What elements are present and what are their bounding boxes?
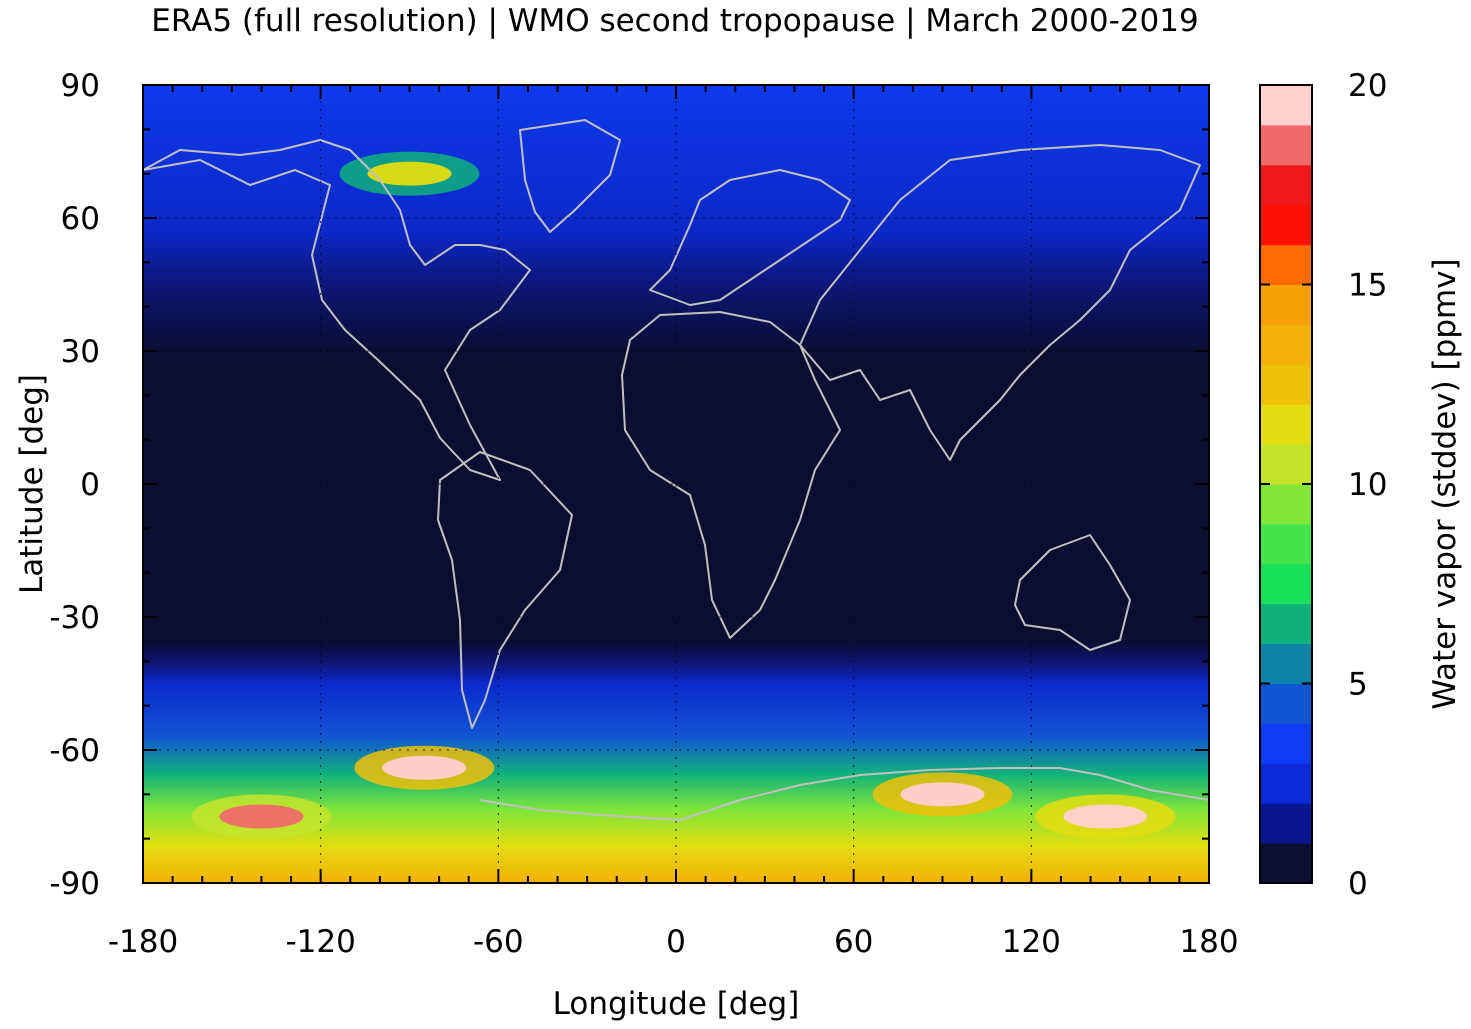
colorbar-swatch [1260,723,1312,764]
hotspot-core [900,782,985,807]
y-axis-label: Latitude [deg] [14,374,50,594]
colorbar-swatch [1260,563,1312,605]
colorbar-swatch [1260,85,1312,126]
colorbar [1260,85,1312,884]
y-tick-label: 30 [61,334,100,370]
colorbar-tick-label: 20 [1348,68,1387,104]
colorbar-swatch [1260,603,1312,645]
colorbar-swatch [1260,683,1312,724]
x-tick-marks [142,85,1210,883]
south-band [143,640,1209,883]
x-tick-label: 0 [666,924,686,960]
gridlines [143,85,1209,883]
colorbar-swatch [1260,643,1312,684]
x-tick-label: -120 [285,924,355,960]
colorbar-swatch [1260,324,1312,365]
colorbar-tick-label: 5 [1348,667,1368,703]
coastline-south-america [437,451,573,729]
coastline-greenland [519,119,621,233]
y-tick-label: 60 [61,201,100,237]
colorbar-swatch [1260,404,1312,445]
coastlines [143,119,1209,821]
colorbar-swatch [1260,364,1312,405]
colorbar-swatch [1260,444,1312,485]
hotspot-core [367,161,452,186]
coastline-asia [799,144,1201,461]
colorbar-swatch [1260,204,1312,246]
coastline-north-america [143,139,531,481]
coastline-australia [1014,534,1131,651]
colorbar-tick-marks [1260,84,1312,884]
hotspot-core [219,804,304,829]
water-vapor-field [143,85,1209,883]
y-tick-label: -60 [49,733,100,769]
x-tick-label: -180 [108,924,178,960]
hotspot-core [1063,804,1148,829]
hotspot-layer [191,151,1176,839]
y-tick-labels: 90 60 30 0 -30 -60 -90 [49,68,100,902]
coastline-antarctica [479,767,1209,821]
colorbar-swatch [1260,523,1312,565]
x-axis-label: Longitude [deg] [553,986,800,1022]
x-tick-label: 180 [1179,924,1238,960]
y-tick-label: 0 [80,467,100,503]
colorbar-tick-label: 10 [1348,467,1387,503]
hotspot-core [382,755,467,780]
y-tick-label: -90 [49,866,100,902]
colorbar-swatch [1260,763,1312,804]
colorbar-swatch [1260,244,1312,285]
coastline-africa [621,311,841,639]
colorbar-tick-labels: 0 5 10 15 20 [1348,68,1387,902]
y-tick-label: -30 [49,600,100,636]
y-tick-label: 90 [61,68,100,104]
colorbar-tick-label: 0 [1348,866,1368,902]
x-tick-labels: -180 -120 -60 0 60 120 180 [108,924,1239,960]
x-tick-label: 120 [1002,924,1061,960]
colorbar-swatch [1260,843,1312,884]
colorbar-swatch [1260,484,1312,525]
colorbar-tick-label: 15 [1348,268,1387,304]
coastline-europe [649,169,851,306]
colorbar-swatch [1260,284,1312,325]
x-tick-label: -60 [473,924,524,960]
colorbar-label: Water vapor (stddev) [ppmv] [1427,258,1463,709]
colorbar-swatch [1260,124,1312,166]
x-tick-label: 60 [834,924,873,960]
y-tick-marks [143,84,1209,884]
colorbar-swatch [1260,164,1312,206]
chart-title: ERA5 (full resolution) | WMO second trop… [151,3,1198,39]
colorbar-swatch [1260,803,1312,844]
map-panel [143,85,1209,883]
